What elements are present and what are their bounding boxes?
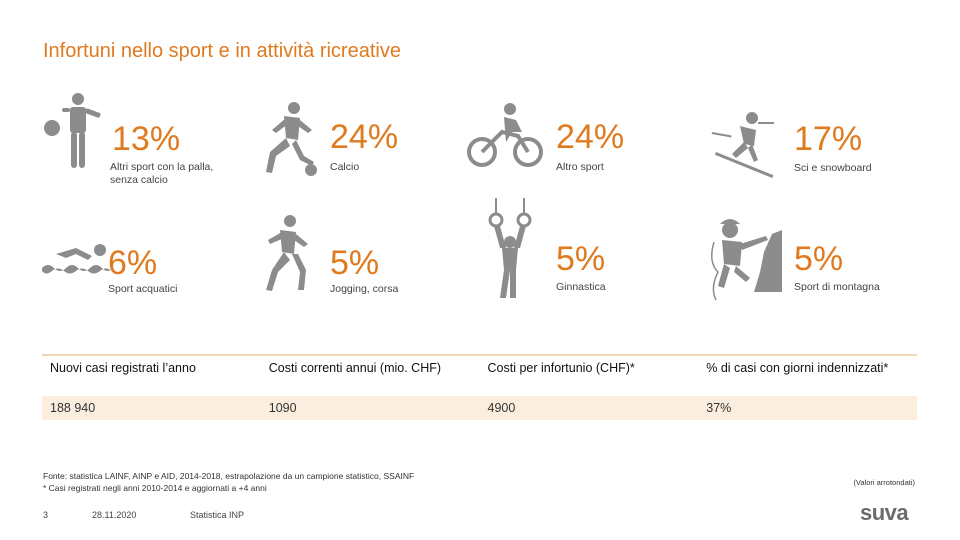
table-cell: 37% — [706, 401, 732, 415]
stat-percent-sci: 17% — [794, 120, 863, 158]
stat-percent-jogging: 5% — [330, 244, 380, 282]
footnote: Fonte: statistica LAINF, AINP e AID, 201… — [43, 470, 414, 494]
table-top-rule — [42, 354, 917, 356]
stat-label-acquatici: Sport acquatici — [108, 283, 178, 295]
stat-percent-calcio: 24% — [330, 118, 399, 156]
table-header-cell: % di casi con giorni indennizzati* — [706, 361, 889, 375]
stat-label-sci: Sci e snowboard — [794, 162, 872, 174]
runner-icon — [256, 214, 316, 294]
page-number: 3 — [43, 510, 49, 520]
stat-label-altro-sport: Altro sport — [556, 161, 604, 173]
stat-label-jogging: Jogging, corsa — [330, 283, 399, 295]
table-header-cell: Costi per infortunio (CHF)* — [487, 361, 635, 375]
table-cell: 4900 — [487, 401, 516, 415]
stat-label-ginnastica: Ginnastica — [556, 281, 606, 293]
climber-icon — [706, 212, 782, 302]
table-header-row: Nuovi casi registrati l’anno Costi corre… — [42, 356, 917, 396]
table-header-cell: Nuovi casi registrati l’anno — [50, 361, 196, 375]
stat-percent-montagna: 5% — [794, 240, 844, 278]
footnote-asterisk: * Casi registrati negli anni 2010-2014 e… — [43, 483, 267, 493]
stat-label-calcio: Calcio — [330, 161, 360, 173]
stat-label-line: senza calcio — [110, 174, 168, 186]
stat-label-montagna: Sport di montagna — [794, 281, 880, 293]
ball-player-icon — [44, 92, 106, 172]
stat-percent-ball-sports: 13% — [112, 120, 181, 158]
table-header-cell: Costi correnti annui (mio. CHF) — [268, 361, 442, 375]
gymnast-rings-icon — [486, 198, 534, 302]
footer-date: 28.11.2020 — [92, 510, 137, 520]
swimmer-icon — [42, 240, 112, 276]
suva-logo: suva — [860, 500, 909, 525]
rounding-note: (Valori arrotondati) — [853, 478, 915, 487]
table-row: 188 940 1090 4900 37% — [42, 396, 917, 420]
stat-percent-acquatici: 6% — [108, 244, 158, 282]
stat-percent-altro-sport: 24% — [556, 118, 625, 156]
table-cell: 1090 — [268, 401, 297, 415]
footnote-source: Fonte: statistica LAINF, AINP e AID, 201… — [43, 471, 415, 481]
table-cell: 188 940 — [50, 401, 96, 415]
skier-icon — [710, 108, 780, 180]
cyclist-icon — [466, 102, 546, 168]
footer-source: Statistica INP — [190, 510, 245, 520]
summary-table: Nuovi casi registrati l’anno Costi corre… — [42, 354, 917, 420]
stat-label-ball-sports: Altri sport con la palla, senza calcio — [110, 161, 213, 187]
stat-label-line: Altri sport con la palla, — [110, 161, 214, 173]
page-title: Infortuni nello sport e in attività ricr… — [43, 40, 401, 62]
stat-percent-ginnastica: 5% — [556, 240, 606, 278]
soccer-icon — [258, 100, 322, 176]
